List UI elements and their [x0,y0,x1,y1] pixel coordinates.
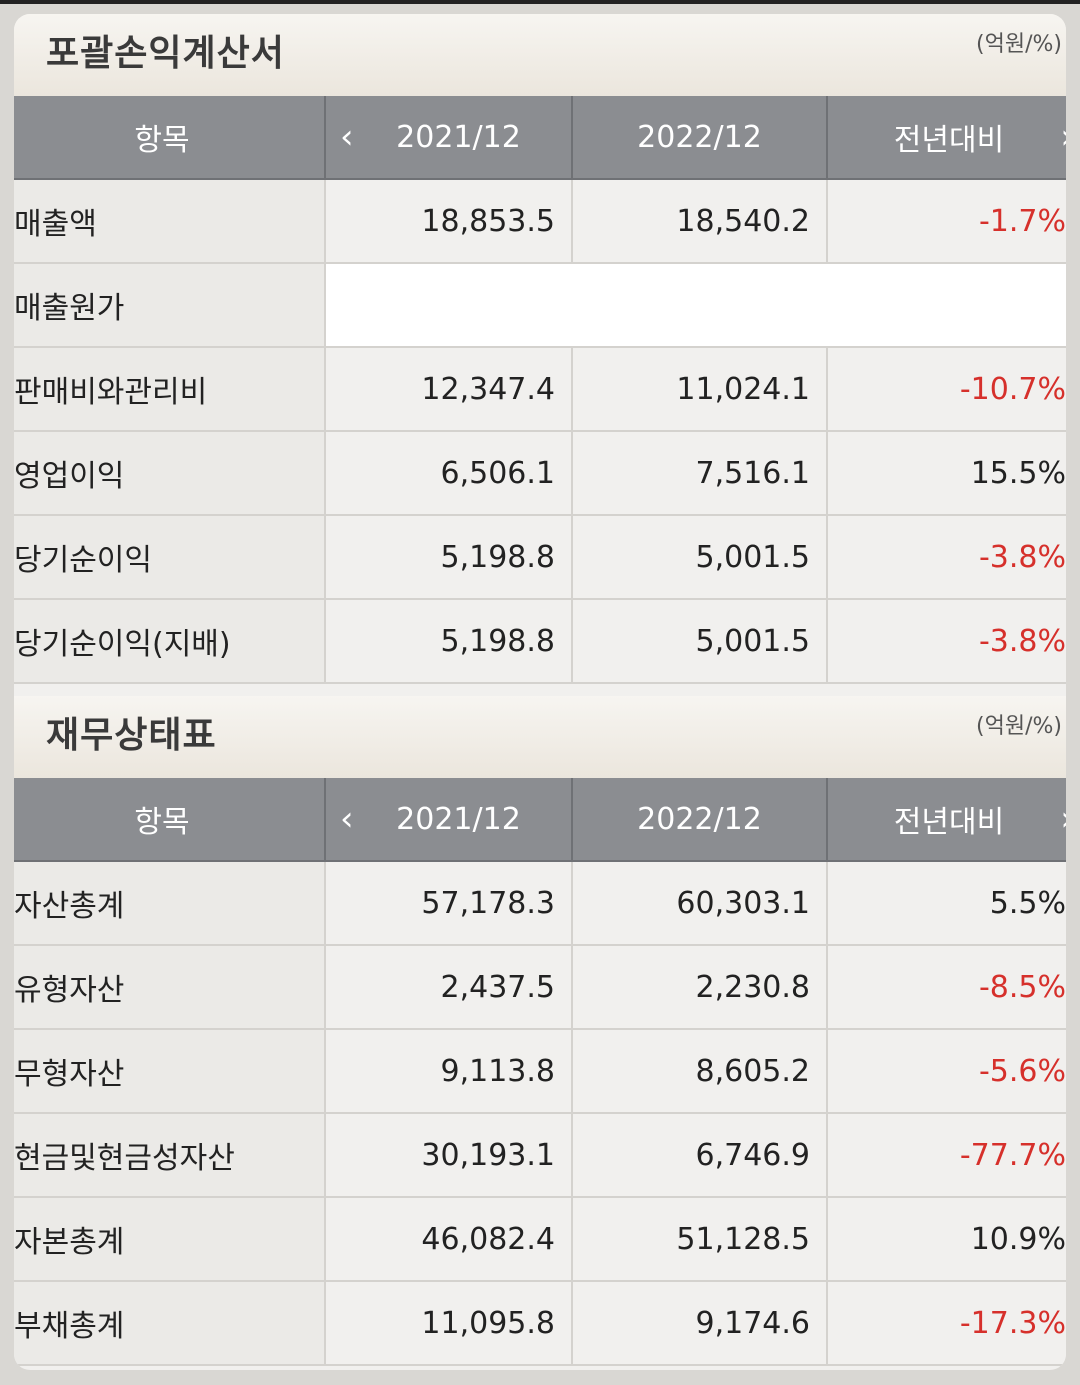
income-section-header: 포괄손익계산서 (억원/%) [14,14,1066,96]
empty-values [325,263,1066,348]
change-value: -5.6% [827,1029,1066,1114]
change-value: -10.7% [827,347,1066,432]
change-value: -1.7% [827,179,1066,264]
header-item: 항목 [14,778,326,862]
value-2021: 11,095.8 [325,1281,573,1366]
row-label: 매출원가 [14,263,326,348]
value-2021: 57,178.3 [325,861,573,946]
balance-unit: (억원/%) [976,714,1062,739]
change-value: -17.3% [827,1281,1066,1366]
balance-header-row: 항목 ‹ 2021/12 2022/12 전년대비 › [14,778,1066,862]
row-label: 영업이익 [14,431,326,516]
row-label: 무형자산 [14,1029,326,1114]
value-2022: 6,746.9 [572,1113,828,1198]
chevron-left-icon[interactable]: ‹ [340,799,354,839]
value-2021: 9,113.8 [325,1029,573,1114]
table-row: 유형자산 2,437.5 2,230.8 -8.5% [14,945,1066,1030]
row-label: 자본총계 [14,1197,326,1282]
value-2021: 5,198.8 [325,515,573,600]
value-2022: 5,001.5 [572,599,828,684]
change-value: 15.5% [827,431,1066,516]
table-row: 현금및현금성자산 30,193.1 6,746.9 -77.7% [14,1113,1066,1198]
change-value: -8.5% [827,945,1066,1030]
chevron-left-icon[interactable]: ‹ [340,117,354,157]
value-2021: 5,198.8 [325,599,573,684]
balance-table: 항목 ‹ 2021/12 2022/12 전년대비 › 자산총계 57,178.… [14,778,1066,1366]
top-border [0,0,1080,4]
value-2022: 11,024.1 [572,347,828,432]
financial-card: 포괄손익계산서 (억원/%) 항목 ‹ 2021/12 2022/12 전년대비… [14,14,1066,1370]
balance-title: 재무상태표 [46,715,217,756]
value-2021: 12,347.4 [325,347,573,432]
row-label: 자산총계 [14,861,326,946]
value-2022: 2,230.8 [572,945,828,1030]
header-2022: 2022/12 [572,96,828,180]
header-item: 항목 [14,96,326,180]
change-value: 10.9% [827,1197,1066,1282]
income-unit: (억원/%) [976,32,1062,57]
income-table: 항목 ‹ 2021/12 2022/12 전년대비 › 매출액 18,853.5… [14,96,1066,684]
value-2021: 18,853.5 [325,179,573,264]
change-value: -3.8% [827,599,1066,684]
value-2022: 18,540.2 [572,179,828,264]
change-value: -77.7% [827,1113,1066,1198]
value-2021: 46,082.4 [325,1197,573,1282]
change-value: -3.8% [827,515,1066,600]
table-row: 자산총계 57,178.3 60,303.1 5.5% [14,861,1066,946]
balance-section-header: 재무상태표 (억원/%) [14,696,1066,778]
value-2021: 30,193.1 [325,1113,573,1198]
value-2022: 5,001.5 [572,515,828,600]
value-2022: 60,303.1 [572,861,828,946]
table-row: 당기순이익 5,198.8 5,001.5 -3.8% [14,515,1066,600]
header-2021: ‹ 2021/12 [325,96,573,180]
table-row: 매출원가 [14,263,1066,348]
table-row: 영업이익 6,506.1 7,516.1 15.5% [14,431,1066,516]
header-change: 전년대비 › [827,96,1066,180]
table-row: 매출액 18,853.5 18,540.2 -1.7% [14,179,1066,264]
value-2022: 9,174.6 [572,1281,828,1366]
table-row: 부채총계 11,095.8 9,174.6 -17.3% [14,1281,1066,1366]
row-label: 당기순이익(지배) [14,599,326,684]
chevron-right-icon[interactable]: › [1060,117,1066,157]
income-title: 포괄손익계산서 [46,33,285,74]
row-label: 현금및현금성자산 [14,1113,326,1198]
table-row: 당기순이익(지배) 5,198.8 5,001.5 -3.8% [14,599,1066,684]
value-2022: 51,128.5 [572,1197,828,1282]
table-row: 자본총계 46,082.4 51,128.5 10.9% [14,1197,1066,1282]
change-value: 5.5% [827,861,1066,946]
value-2021: 2,437.5 [325,945,573,1030]
header-2021: ‹ 2021/12 [325,778,573,862]
row-label: 유형자산 [14,945,326,1030]
value-2021: 6,506.1 [325,431,573,516]
row-label: 당기순이익 [14,515,326,600]
value-2022: 7,516.1 [572,431,828,516]
chevron-right-icon[interactable]: › [1060,799,1066,839]
row-label: 매출액 [14,179,326,264]
header-change: 전년대비 › [827,778,1066,862]
table-row: 판매비와관리비 12,347.4 11,024.1 -10.7% [14,347,1066,432]
income-header-row: 항목 ‹ 2021/12 2022/12 전년대비 › [14,96,1066,180]
header-2022: 2022/12 [572,778,828,862]
table-row: 무형자산 9,113.8 8,605.2 -5.6% [14,1029,1066,1114]
row-label: 판매비와관리비 [14,347,326,432]
row-label: 부채총계 [14,1281,326,1366]
value-2022: 8,605.2 [572,1029,828,1114]
